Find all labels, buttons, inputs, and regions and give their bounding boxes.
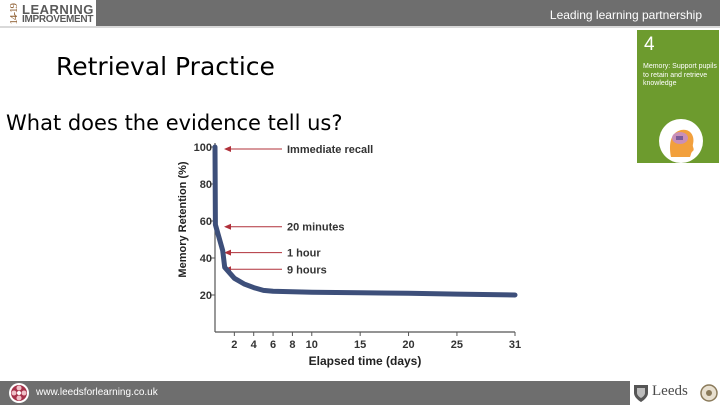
header-tagline: Leading learning partnership: [549, 8, 702, 22]
x-tick-label: 20: [402, 339, 414, 351]
annotation-label: Immediate recall: [287, 144, 373, 156]
card-number: 4: [644, 34, 655, 55]
annotation-label: 9 hours: [287, 264, 327, 276]
learning-improvement-logo: 14-19 LEARNING IMPROVEMENT: [6, 1, 94, 25]
header-band: Leading learning partnership: [96, 0, 720, 26]
x-tick-label: 2: [231, 339, 237, 351]
y-tick-label: 40: [200, 253, 212, 265]
memory-card: 4 Memory: Support pupils to retain and r…: [637, 30, 719, 163]
logo-number: 14-19: [8, 4, 20, 25]
retention-curve: [212, 144, 518, 298]
x-tick-label: 10: [306, 339, 318, 351]
logo-line1: LEARNING: [22, 2, 94, 17]
card-text: Memory: Support pupils to retain and ret…: [643, 63, 717, 87]
x-axis-label: Elapsed time (days): [309, 354, 422, 368]
y-tick-label: 60: [200, 216, 212, 228]
head-brain-icon: [659, 119, 703, 163]
y-tick-label: 20: [200, 290, 212, 302]
annotation-arrowhead: [224, 146, 231, 152]
annotation-label: 20 minutes: [287, 222, 344, 234]
annotation-label: 1 hour: [287, 248, 321, 260]
x-tick-label: 8: [289, 339, 295, 351]
y-tick-label: 80: [200, 179, 212, 191]
slide-title: Retrieval Practice: [56, 52, 275, 81]
x-tick-label: 4: [251, 339, 258, 351]
x-tick-label: 31: [509, 339, 521, 351]
flower-emblem-icon: [9, 383, 29, 403]
memory-retention-chart: 2 4 6 8 10 15 20 25 31 20 40 60 80 100 Immediate reca…: [177, 142, 521, 368]
header-divider: [0, 26, 720, 28]
slide-subtitle: What does the evidence tell us?: [6, 111, 343, 135]
leeds-wordmark: Leeds: [652, 383, 688, 399]
council-crest-icon: [634, 385, 648, 402]
website-link[interactable]: www.leedsforlearning.co.uk: [36, 387, 158, 398]
annotation-arrowhead: [224, 249, 231, 256]
y-tick-label: 100: [194, 142, 212, 154]
footer-bar: www.leedsforlearning.co.uk Leeds: [0, 381, 720, 405]
partner-logos: Leeds: [630, 381, 720, 405]
header-bar: 14-19 LEARNING IMPROVEMENT Leading learn…: [0, 0, 720, 28]
x-tick-label: 15: [354, 339, 366, 351]
x-tick-label: 6: [270, 339, 276, 351]
annotation-arrowhead: [224, 223, 231, 230]
y-axis-label: Memory Retention (%): [177, 161, 189, 277]
partner-emblem-icon: [700, 384, 718, 402]
logo-line2: IMPROVEMENT: [22, 14, 94, 25]
x-tick-label: 25: [451, 339, 463, 351]
